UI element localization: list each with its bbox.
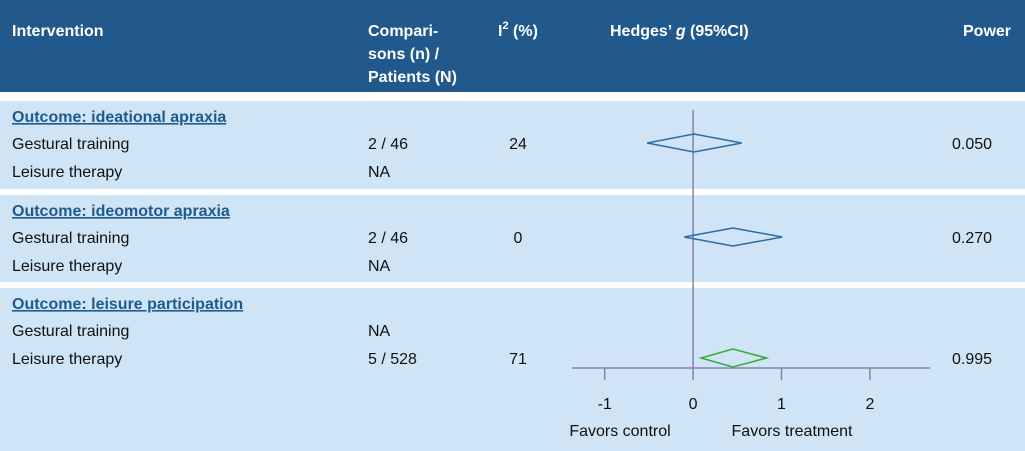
comparisons: 5 / 528 [368, 351, 417, 368]
header-comparisons: sons (n) / [368, 46, 440, 63]
header-bg [0, 0, 1025, 92]
intervention: Leisure therapy [12, 258, 122, 275]
comparisons: NA [368, 323, 391, 340]
header-intervention: Intervention [12, 23, 104, 40]
header-comparisons: Patients (N) [368, 69, 457, 86]
intervention: Leisure therapy [12, 351, 122, 368]
i2: 71 [509, 351, 527, 368]
effect-diamond [684, 227, 783, 247]
section-title: Outcome: ideational apraxia [12, 109, 226, 126]
intervention: Gestural training [12, 230, 129, 247]
power: 0.050 [952, 136, 992, 153]
comparisons: NA [368, 258, 391, 275]
header-i2-base: I [498, 23, 502, 40]
favors-control: Favors control [569, 423, 670, 440]
x-tick-label: 0 [689, 396, 698, 413]
i2: 0 [514, 230, 523, 247]
effect-diamond [698, 348, 770, 368]
section-title: Outcome: leisure participation [12, 296, 243, 313]
comparisons: 2 / 46 [368, 136, 408, 153]
intervention: Gestural training [12, 323, 129, 340]
header-i2-sup: 2 [502, 20, 508, 32]
comparisons: 2 / 46 [368, 230, 408, 247]
header-hedges-pre: Hedges’ [610, 23, 676, 40]
intervention: Gestural training [12, 136, 129, 153]
header-power: Power [963, 23, 1011, 40]
header-i2-rest: (%) [509, 23, 538, 40]
effect-diamond [646, 133, 742, 153]
section-bg [0, 288, 1025, 451]
header-hedges-post: (95%CI) [686, 23, 749, 40]
section-bg [0, 101, 1025, 189]
section-title: Outcome: ideomotor apraxia [12, 203, 230, 220]
intervention: Leisure therapy [12, 164, 122, 181]
power: 0.270 [952, 230, 992, 247]
header-hedges: Hedges’ g (95%CI) [610, 23, 749, 40]
x-tick-label: 2 [865, 396, 874, 413]
favors-treatment: Favors treatment [732, 423, 853, 440]
i2: 24 [509, 136, 527, 153]
section-bg [0, 195, 1025, 282]
x-tick-label: 1 [777, 396, 786, 413]
x-tick-label: -1 [598, 396, 612, 413]
header-i2: I2 (%) [498, 20, 538, 40]
header-comparisons: Compari- [368, 23, 438, 40]
comparisons: NA [368, 164, 391, 181]
header-hedges-g: g [675, 23, 686, 40]
power: 0.995 [952, 351, 992, 368]
